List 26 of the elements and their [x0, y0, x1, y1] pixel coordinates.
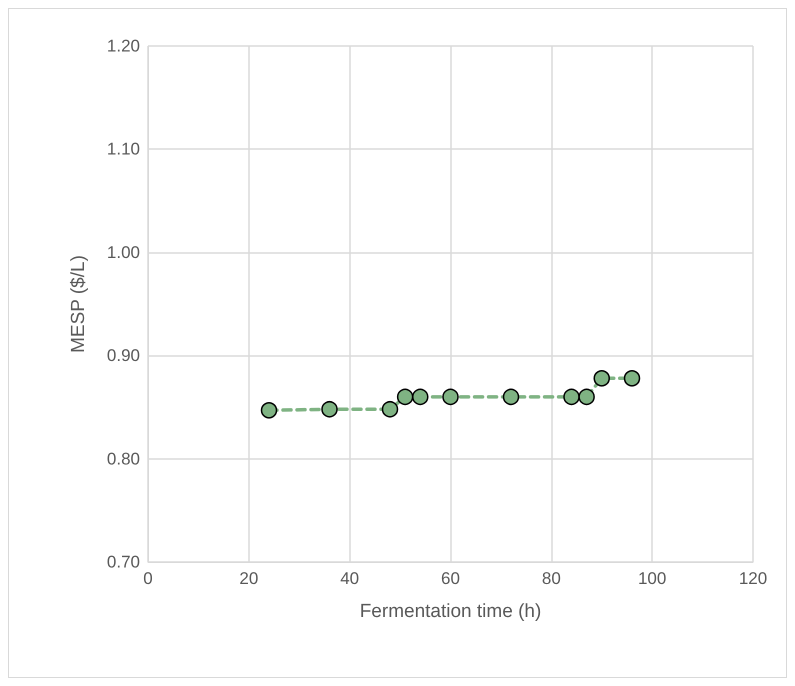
y-axis-title: MESP ($/L) — [68, 255, 89, 353]
y-tick-label: 1.20 — [106, 36, 140, 56]
x-tick-label: 120 — [738, 569, 768, 588]
point — [442, 388, 459, 406]
x-tick-label: 100 — [638, 569, 666, 588]
point — [412, 388, 428, 406]
point — [260, 402, 278, 419]
y-tick-label: 0.80 — [106, 449, 140, 468]
point — [396, 388, 414, 406]
point — [563, 388, 580, 406]
x-axis-title: Fermentation time (h) — [360, 601, 542, 622]
x-tick-label: 20 — [239, 569, 258, 588]
point — [382, 401, 398, 418]
point — [578, 388, 595, 406]
point — [321, 401, 338, 418]
point — [594, 370, 610, 387]
point — [624, 370, 640, 387]
y-tick-label: 0.70 — [106, 552, 140, 572]
y-tick-label: 1.10 — [106, 140, 140, 159]
x-tick-label: 80 — [542, 569, 561, 588]
point — [502, 388, 520, 406]
x-tick-label: 0 — [143, 569, 153, 588]
x-tick-label: 60 — [441, 569, 460, 588]
y-tick-label: 1.00 — [106, 242, 140, 262]
x-tick-label: 40 — [340, 569, 360, 588]
y-tick-label: 0.90 — [106, 346, 140, 366]
